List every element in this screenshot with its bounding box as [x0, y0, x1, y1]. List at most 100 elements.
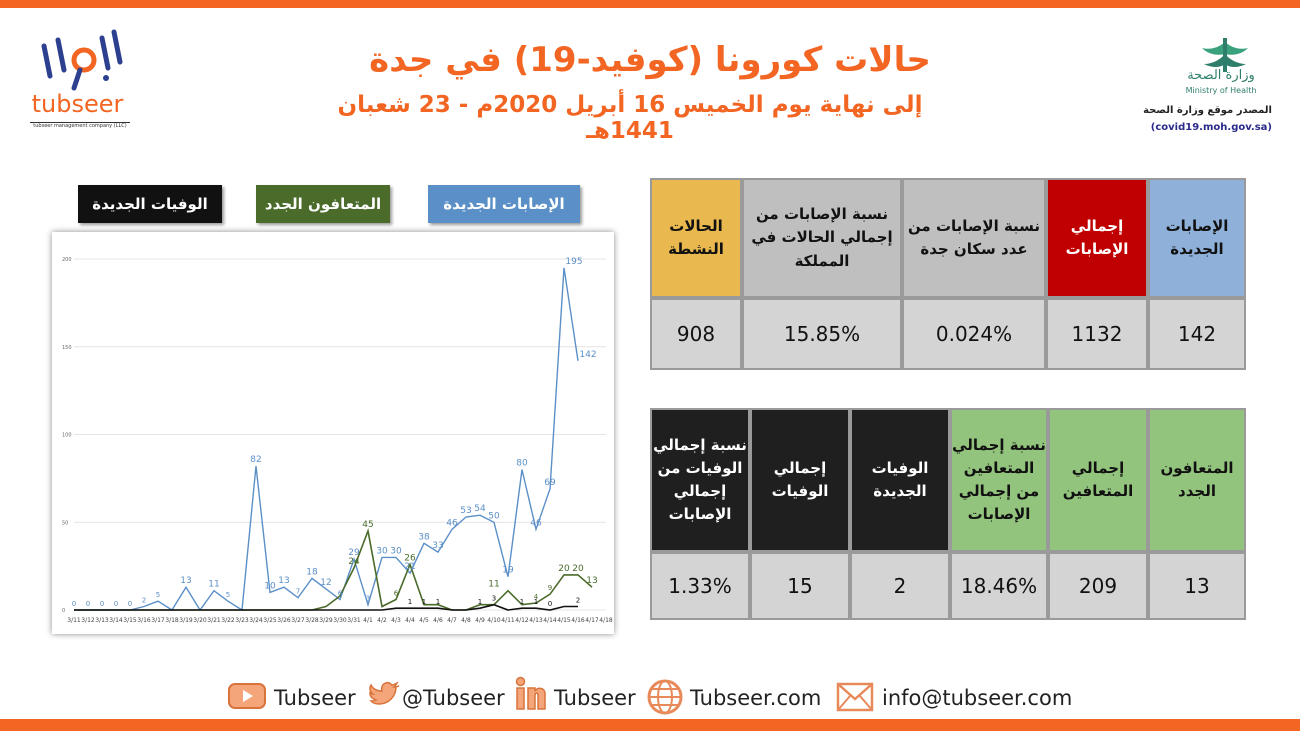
footer-email[interactable]: info@tubseer.com: [882, 678, 1072, 718]
data-label-cases-16: 6: [338, 589, 343, 597]
x-tick-label-11: 3/22: [221, 617, 235, 624]
data-label-cases-28: 19: [502, 566, 514, 576]
footer-linkedin[interactable]: Tubseer: [554, 678, 636, 718]
table1-value-1: 1132: [1046, 298, 1148, 370]
data-label-cases-9: 5: [226, 591, 230, 599]
ministry-of-health-logo-icon: [1202, 38, 1248, 72]
data-label-cases-26: 54: [474, 504, 486, 514]
data-label-recovered-0: 24: [348, 557, 360, 567]
data-label-cases-5: 2: [142, 596, 146, 604]
footer-email-text: info@tubseer.com: [882, 686, 1073, 710]
data-label-deaths-3: 1: [478, 598, 482, 606]
series-line-recovered: [74, 528, 593, 611]
data-label-cases-29: 80: [516, 459, 528, 469]
youtube-icon: [228, 683, 266, 709]
x-tick-label-24: 4/4: [405, 617, 415, 624]
data-label-deaths-0: 1: [408, 598, 412, 606]
table2-header-1: إجمالي المتعافين: [1048, 408, 1148, 552]
data-label-deaths-4: 3: [492, 595, 496, 603]
footer-website[interactable]: Tubseer.com: [690, 678, 821, 718]
data-label-recovered-3: 26: [404, 553, 416, 563]
x-tick-label-14: 3/25: [263, 617, 277, 624]
footer-youtube-text: Tubseer: [274, 686, 356, 710]
tubseer-logo-icon: [41, 29, 123, 91]
x-tick-label-26: 4/6: [433, 617, 443, 624]
x-tick-label-3: 3/14: [109, 617, 123, 624]
table2-header-2: نسبة إجمالي المتعافين من إجمالي الإصابات: [950, 408, 1048, 552]
data-label-recovered-5: 4: [534, 593, 539, 601]
table1-header-0: الإصابات الجديدة: [1148, 178, 1246, 298]
table2-header-5: نسبة إجمالي الوفيات من إجمالي الإصابات: [650, 408, 750, 552]
data-label-cases-13: 7: [296, 588, 300, 596]
x-tick-label-16: 3/27: [291, 617, 305, 624]
x-tick-label-38: 4/18: [599, 617, 613, 624]
y-tick-label-1: 50: [62, 520, 68, 526]
footer-youtube[interactable]: Tubseer: [274, 678, 356, 718]
data-label-cases-20: 30: [390, 546, 402, 556]
x-tick-label-28: 4/8: [461, 617, 471, 624]
footer-twitter-text: @Tubseer: [402, 686, 505, 710]
moh-name-arabic: وزارة الصحة: [1187, 68, 1255, 83]
x-tick-label-31: 4/11: [501, 617, 515, 624]
data-label-recovered-7: 20: [558, 564, 570, 574]
table1-header-4: الحالات النشطة: [650, 178, 742, 298]
data-label-cases-6: 5: [156, 591, 160, 599]
bottom-accent-bar: [0, 719, 1300, 731]
y-tick-label-4: 200: [62, 257, 72, 263]
data-label-cases-14: 18: [306, 567, 318, 577]
data-label-recovered-1: 45: [362, 520, 373, 530]
x-tick-label-18: 3/29: [319, 617, 333, 624]
data-label-deaths-2: 1: [436, 598, 440, 606]
x-tick-label-10: 3/21: [207, 617, 221, 624]
data-label-cases-25: 53: [460, 506, 471, 516]
x-tick-label-6: 3/17: [151, 617, 165, 624]
table2-value-4: 15: [750, 552, 850, 620]
data-label-deaths-7: 0: [548, 600, 552, 608]
data-label-cases-8: 11: [208, 580, 219, 590]
data-label-cases-23: 33: [432, 541, 443, 551]
data-label-deaths-8: 2: [576, 596, 580, 604]
data-label-recovered-9: 13: [586, 576, 597, 586]
series-line-deaths: [74, 603, 578, 611]
brand-tagline: tubseer management company (LLC): [30, 122, 130, 138]
x-tick-label-15: 3/26: [277, 617, 291, 624]
table2-value-0: 13: [1148, 552, 1246, 620]
table2-value-2: 18.46%: [950, 552, 1048, 620]
data-label-cases-19: 30: [376, 546, 388, 556]
data-label-cases-11: 10: [264, 581, 276, 591]
footer-twitter[interactable]: @Tubseer: [402, 678, 505, 718]
data-label-cases-27: 50: [488, 511, 500, 521]
data-label-cases-21: 21: [404, 562, 415, 572]
x-tick-label-17: 3/28: [305, 617, 319, 624]
x-tick-label-23: 4/3: [391, 617, 401, 624]
data-label-cases-15: 12: [320, 578, 331, 588]
table1-header-1: إجمالي الإصابات: [1046, 178, 1148, 298]
footer-linkedin-text: Tubseer: [554, 686, 636, 710]
x-tick-label-0: 3/11: [67, 617, 81, 624]
table1-value-3: 15.85%: [742, 298, 902, 370]
x-tick-label-37: 4/17: [585, 617, 599, 624]
moh-name-english: Ministry of Health: [1185, 86, 1257, 95]
table2-value-1: 209: [1048, 552, 1148, 620]
x-tick-label-12: 3/23: [235, 617, 249, 624]
data-label-cases-2: 0: [100, 600, 104, 608]
x-tick-label-33: 4/13: [529, 617, 543, 624]
x-tick-label-7: 3/18: [165, 617, 179, 624]
x-tick-label-13: 3/24: [249, 617, 263, 624]
data-label-cases-1: 0: [86, 600, 90, 608]
data-label-deaths-5: 1: [520, 598, 524, 606]
legend-new-recovered: المتعافون الجدد: [256, 185, 390, 223]
x-tick-label-20: 3/31: [347, 617, 361, 624]
legend-new-cases: الإصابات الجديدة: [428, 185, 580, 223]
chart-panel: 0 50 100 150 200 3/11 3/12 3/13 3/14 3/15 3/16 3/17…: [52, 232, 614, 634]
x-tick-label-32: 4/12: [515, 617, 529, 624]
x-tick-label-25: 4/5: [419, 617, 429, 624]
x-tick-label-30: 4/10: [487, 617, 501, 624]
y-tick-label-3: 150: [62, 345, 72, 351]
y-tick-label-2: 100: [62, 433, 72, 439]
y-tick-label-0: 0: [62, 608, 65, 614]
x-tick-label-19: 3/30: [333, 617, 347, 624]
table1-value-2: 0.024%: [902, 298, 1046, 370]
data-label-cases-4: 0: [128, 600, 132, 608]
table1-header-2: نسبة الإصابات من عدد سكان جدة: [902, 178, 1046, 298]
